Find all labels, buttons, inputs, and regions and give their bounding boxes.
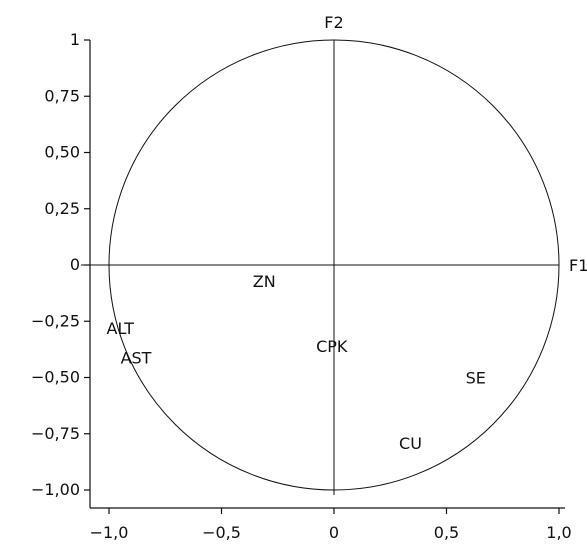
x-tick-label: 0 [329,523,339,542]
variable-label-alt: ALT [107,319,135,338]
y-tick-label: −1,00 [31,480,80,499]
y-tick-label: 0 [70,255,80,274]
y-tick-label: 0,75 [44,86,80,105]
variable-labels: ZN ALT AST CPK SE CU [107,272,486,453]
x-ticks: −1,0 −0,5 0 0,5 1,0 [90,508,572,542]
x-tick-label: −0,5 [202,523,241,542]
y-tick-label: −0,50 [31,368,80,387]
y-ticks: 1 0,75 0,50 0,25 0 −0,25 −0,50 −0,75 −1,00 [31,30,90,499]
y-tick-label: −0,25 [31,311,80,330]
y-tick-label: 0,50 [44,143,80,162]
variable-label-cpk: CPK [316,337,348,356]
variable-label-se: SE [466,369,486,388]
x-tick-label: 1,0 [546,523,571,542]
variable-label-cu: CU [399,434,422,453]
x-tick-label: −1,0 [90,523,129,542]
y-tick-label: 0,25 [44,199,80,218]
variable-label-zn: ZN [253,272,276,291]
y-tick-label: 1 [70,30,80,49]
variable-label-ast: AST [121,348,152,367]
plot-area: F1 F2 [81,13,587,495]
f1-axis-label: F1 [569,256,587,275]
f2-axis-label: F2 [324,13,343,32]
y-tick-label: −0,75 [31,424,80,443]
x-tick-label: 0,5 [434,523,459,542]
